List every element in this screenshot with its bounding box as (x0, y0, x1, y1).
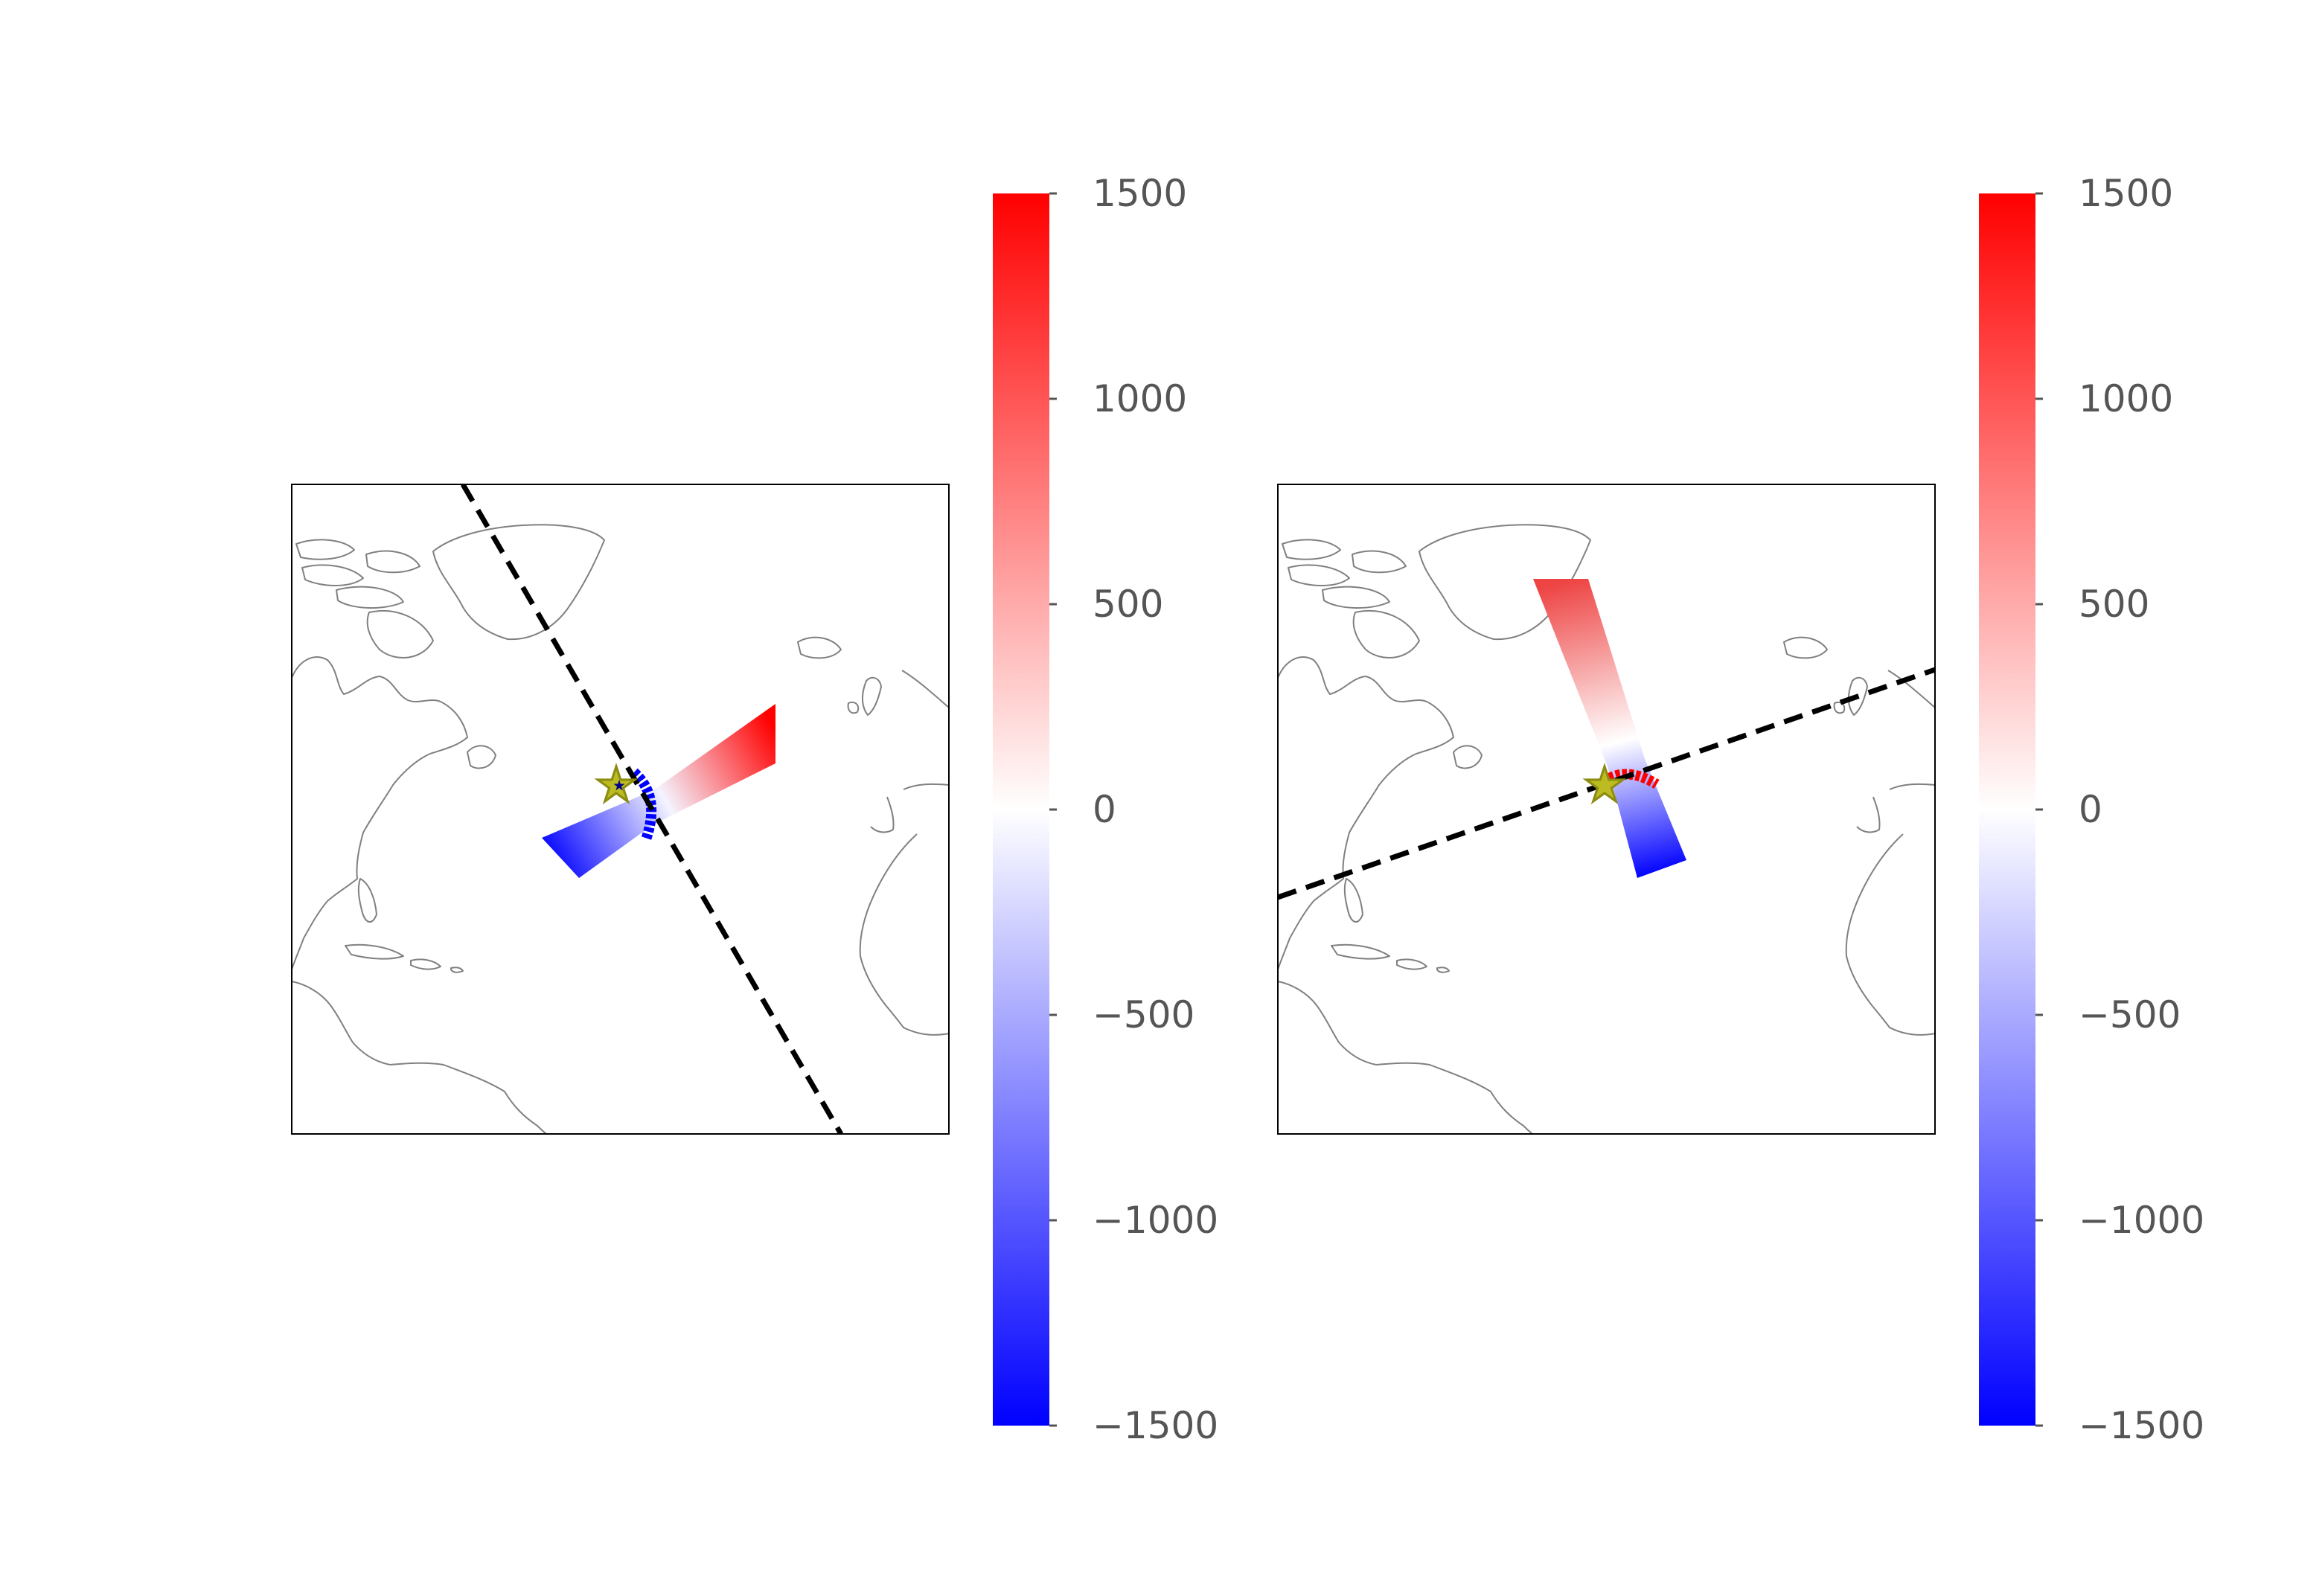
left-colorbar-tick-label: −1500 (1093, 1404, 1218, 1447)
right-colorbar: 1500 1000 500 0 −500 −1000 −1500 (1979, 172, 2204, 1447)
left-colorbar-tick-label: 1000 (1093, 377, 1187, 420)
right-colorbar-tick-label: −1500 (2079, 1404, 2204, 1447)
right-colorbar-tick-label: 1000 (2079, 377, 2173, 420)
right-colorbar-tick-label: 500 (2079, 583, 2149, 626)
left-dashed-line (460, 484, 844, 1134)
right-colorbar-tick-label: 1500 (2079, 172, 2173, 215)
right-colorbar-tick-label: 0 (2079, 788, 2102, 831)
left-map-panel (291, 484, 950, 1135)
left-colorbar-tick-label: 0 (1093, 788, 1116, 831)
left-colorbar: 1500 1000 500 0 −500 −1000 −1500 (993, 172, 1218, 1447)
left-negative-arc (630, 768, 657, 842)
left-map-frame (291, 484, 950, 1135)
left-colorbar-tick-label: 1500 (1093, 172, 1187, 215)
right-swath-field (1533, 579, 1686, 878)
right-colorbar-tick-label: −500 (2079, 993, 2181, 1036)
right-colorbar-ticks: 1500 1000 500 0 −500 −1000 −1500 (2035, 172, 2204, 1447)
right-colorbar-tick-label: −1000 (2079, 1199, 2204, 1242)
left-colorbar-tick-label: −1000 (1093, 1199, 1218, 1242)
right-map-panel (1277, 484, 1936, 1135)
left-colorbar-ticks: 1500 1000 500 0 −500 −1000 −1500 (1049, 172, 1218, 1447)
right-positive-arc (1595, 769, 1660, 790)
right-map-frame (1277, 484, 1936, 1135)
left-colorbar-tick-label: −500 (1093, 993, 1194, 1036)
left-swath-field (542, 704, 775, 878)
right-dashed-line (1278, 667, 1935, 900)
right-map-background (1278, 484, 1935, 1134)
right-colorbar-gradient (1979, 193, 2035, 1426)
left-colorbar-gradient (993, 193, 1049, 1426)
left-colorbar-tick-label: 500 (1093, 583, 1163, 626)
